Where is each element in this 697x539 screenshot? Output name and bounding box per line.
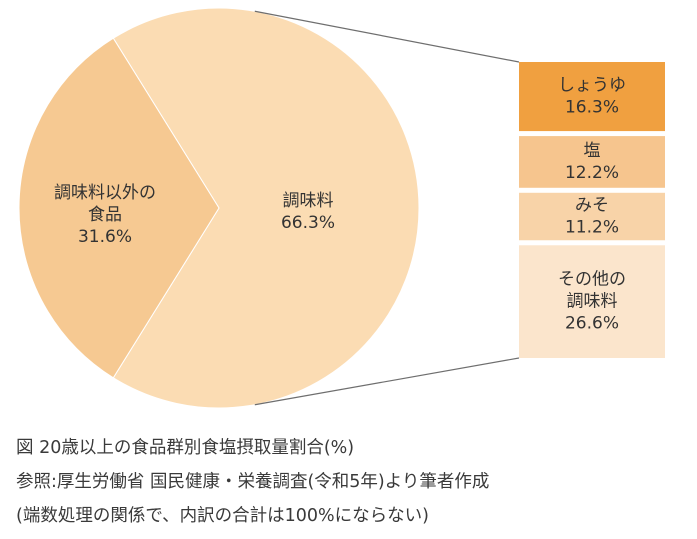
- breakdown-box-2: [519, 192, 665, 241]
- figure-caption-title: 図 20歳以上の食品群別食塩摂取量割合(%): [16, 438, 355, 458]
- pie-label-seasonings: 66.3%: [281, 213, 335, 233]
- pie-label-seasonings: 調味料: [283, 191, 334, 211]
- pie-slice-seasonings: [112, 7, 420, 409]
- breakdown-label-3: 調味料: [567, 292, 618, 312]
- pie-chart: 調味料以外の食品31.6%調味料66.3%しょうゆ16.3%塩12.2%みそ11…: [18, 7, 665, 409]
- breakdown-box-3: [519, 245, 665, 358]
- connector-line-top: [254, 10, 520, 63]
- breakdown-label-3: その他の: [558, 270, 626, 290]
- breakdown-label-2: みそ: [575, 195, 609, 215]
- breakdown-box-1: [519, 136, 665, 188]
- pie-label-non-seasoning-foods: 食品: [88, 205, 122, 225]
- breakdown-label-3: 26.6%: [565, 314, 619, 334]
- breakdown-label-0: 16.3%: [565, 98, 619, 118]
- breakdown-label-2: 11.2%: [565, 218, 619, 238]
- figure-caption-source: 参照:厚生労働省 国民健康・栄養調査(令和5年)より筆者作成: [16, 472, 490, 492]
- breakdown-label-0: しょうゆ: [558, 75, 626, 95]
- pie-label-non-seasoning-foods: 31.6%: [78, 227, 132, 247]
- pie-slice-non-seasoning-foods: [18, 37, 220, 379]
- pie-label-non-seasoning-foods: 調味料以外の: [54, 183, 156, 203]
- breakdown-label-1: 12.2%: [565, 163, 619, 183]
- breakdown-label-1: 塩: [584, 141, 601, 161]
- breakdown-box-0: [519, 62, 665, 132]
- connector-line-bottom: [254, 357, 520, 406]
- figure-caption-note: (端数処理の関係で、内訳の合計は100%にならない): [16, 506, 429, 526]
